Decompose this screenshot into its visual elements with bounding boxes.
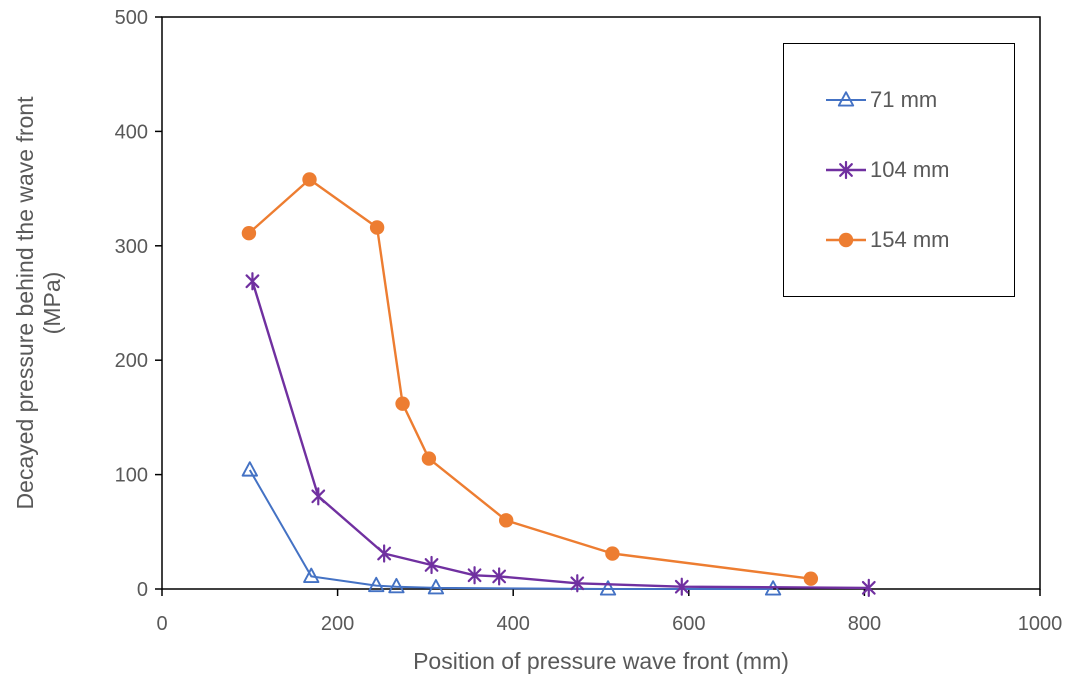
legend: 71 mm 104 mm 154 mm [783,43,1015,297]
asterisk-marker-icon [377,546,392,561]
series-line [248,178,811,580]
series-line [251,280,869,590]
circle-marker-icon [498,513,514,528]
y-tick-label: 400 [115,121,148,143]
circle-marker-icon [421,451,437,466]
asterisk-marker-icon [245,274,260,289]
y-tick-label: 200 [115,350,148,372]
circle-marker-icon [302,172,317,187]
legend-item-71mm: 71 mm [824,86,1014,114]
x-tick-label: 1000 [1018,613,1063,635]
triangle-marker-icon [599,580,617,596]
series-154-mm [241,172,819,586]
x-tick-label: 200 [321,613,354,635]
legend-item-154mm: 154 mm [824,226,1014,254]
legend-item-104mm: 104 mm [824,156,1014,184]
x-tick-label: 400 [497,613,530,635]
circle-marker-icon [369,220,385,235]
asterisk-marker-icon [467,568,482,583]
y-tick-label: 300 [115,236,148,258]
y-tick-label: 0 [137,579,148,601]
triangle-marker-icon [241,461,258,477]
circle-marker-icon [803,571,819,586]
x-tick-label: 600 [672,613,705,635]
series-line [248,469,774,590]
legend-marker-asterisk-icon [826,160,866,180]
triangle-marker-icon [388,577,405,594]
asterisk-marker-icon [861,580,876,595]
legend-label: 104 mm [870,157,950,182]
series-104-mm [245,272,876,597]
legend-marker-circle-icon [826,232,866,248]
legend-marker-triangle-icon [826,91,866,107]
y-tick-label: 100 [115,465,148,487]
x-axis-title: Position of pressure wave front (mm) [413,648,789,674]
asterisk-marker-icon [674,579,689,594]
triangle-marker-icon [837,91,855,107]
y-axis-title: Decayed pressure behind the wave front (… [10,17,68,589]
y-axis-title-line2: (MPa) [39,271,65,335]
series-71-mm [241,461,782,596]
triangle-marker-icon [368,576,385,593]
x-tick-label: 0 [156,613,167,635]
legend-label: 71 mm [870,87,938,112]
asterisk-marker-icon [839,163,853,177]
asterisk-marker-icon [492,569,507,584]
triangle-marker-icon [303,567,320,583]
asterisk-marker-icon [424,558,439,572]
y-tick-label: 500 [115,7,148,29]
asterisk-marker-icon [570,576,585,591]
triangle-marker-icon [427,579,445,595]
y-axis-title-line1: Decayed pressure behind the wave front [12,96,38,510]
asterisk-marker-icon [311,489,326,504]
legend-label: 154 mm [870,227,950,252]
circle-marker-icon [838,232,854,248]
circle-marker-icon [395,396,410,411]
circle-marker-icon [605,546,620,561]
circle-marker-icon [241,226,257,241]
x-tick-label: 800 [848,613,881,635]
